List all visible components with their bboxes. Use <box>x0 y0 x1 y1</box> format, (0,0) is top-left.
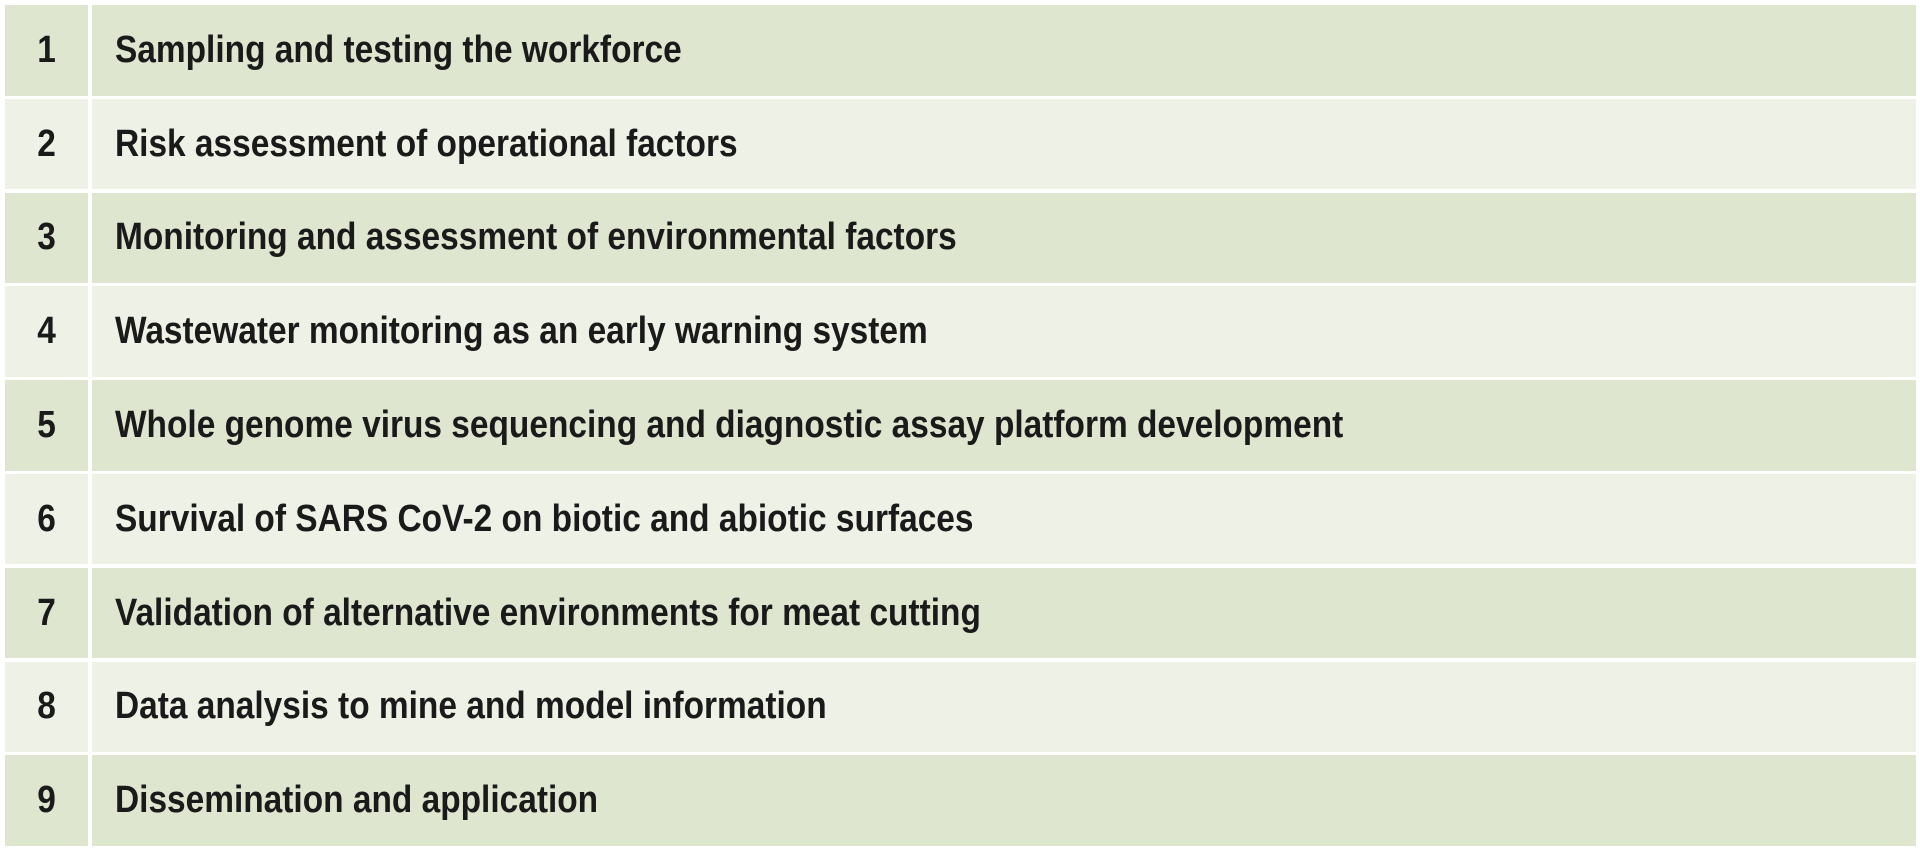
row-text: Data analysis to mine and model informat… <box>115 685 827 728</box>
row-text: Sampling and testing the workforce <box>115 28 682 71</box>
row-text-cell: Data analysis to mine and model informat… <box>92 661 1916 753</box>
row-number-cell: 8 <box>5 661 88 753</box>
row-number: 1 <box>37 28 56 71</box>
table-row: 5 Whole genome virus sequencing and diagn… <box>5 380 1916 471</box>
row-number: 2 <box>37 122 56 165</box>
row-number: 3 <box>37 216 56 259</box>
row-text: Dissemination and application <box>115 779 599 822</box>
row-number-cell: 5 <box>5 380 88 471</box>
table-row: 3 Monitoring and assessment of environmen… <box>5 192 1916 284</box>
row-text: Validation of alternative environments f… <box>115 591 981 634</box>
row-text-cell: Sampling and testing the workforce <box>92 5 1916 96</box>
row-text-cell: Survival of SARS CoV-2 on biotic and abi… <box>92 473 1916 565</box>
row-number: 9 <box>37 779 56 822</box>
row-number-cell: 2 <box>5 98 88 190</box>
table-row: 4 Wastewater monitoring as an early warni… <box>5 286 1916 377</box>
row-text-cell: Whole genome virus sequencing and diagno… <box>92 380 1916 471</box>
row-number-cell: 7 <box>5 567 88 659</box>
row-text: Wastewater monitoring as an early warnin… <box>115 310 928 353</box>
table-row: 1 Sampling and testing the workforce <box>5 5 1916 96</box>
row-number-cell: 4 <box>5 286 88 377</box>
row-text-cell: Dissemination and application <box>92 755 1916 846</box>
row-number: 8 <box>37 685 56 728</box>
row-text: Survival of SARS CoV-2 on biotic and abi… <box>115 497 974 540</box>
row-text: Whole genome virus sequencing and diagno… <box>115 403 1344 446</box>
table-row: 9 Dissemination and application <box>5 755 1916 846</box>
row-text-cell: Validation of alternative environments f… <box>92 567 1916 659</box>
row-number-cell: 6 <box>5 473 88 565</box>
row-number-cell: 3 <box>5 192 88 284</box>
row-number: 4 <box>37 310 56 353</box>
table-row: 7 Validation of alternative environments … <box>5 567 1916 659</box>
row-number-cell: 9 <box>5 755 88 846</box>
table-row: 8 Data analysis to mine and model informa… <box>5 661 1916 753</box>
row-text: Risk assessment of operational factors <box>115 122 738 165</box>
row-number: 5 <box>37 403 56 446</box>
row-number: 6 <box>37 497 56 540</box>
row-text-cell: Risk assessment of operational factors <box>92 98 1916 190</box>
row-number: 7 <box>37 591 56 634</box>
table-row: 2 Risk assessment of operational factors <box>5 98 1916 190</box>
row-text-cell: Monitoring and assessment of environment… <box>92 192 1916 284</box>
table-row: 6 Survival of SARS CoV-2 on biotic and ab… <box>5 473 1916 565</box>
row-text-cell: Wastewater monitoring as an early warnin… <box>92 286 1916 377</box>
row-text: Monitoring and assessment of environment… <box>115 216 957 259</box>
row-number-cell: 1 <box>5 5 88 96</box>
work-package-table: 1 Sampling and testing the workforce 2 Risk… <box>5 5 1916 849</box>
